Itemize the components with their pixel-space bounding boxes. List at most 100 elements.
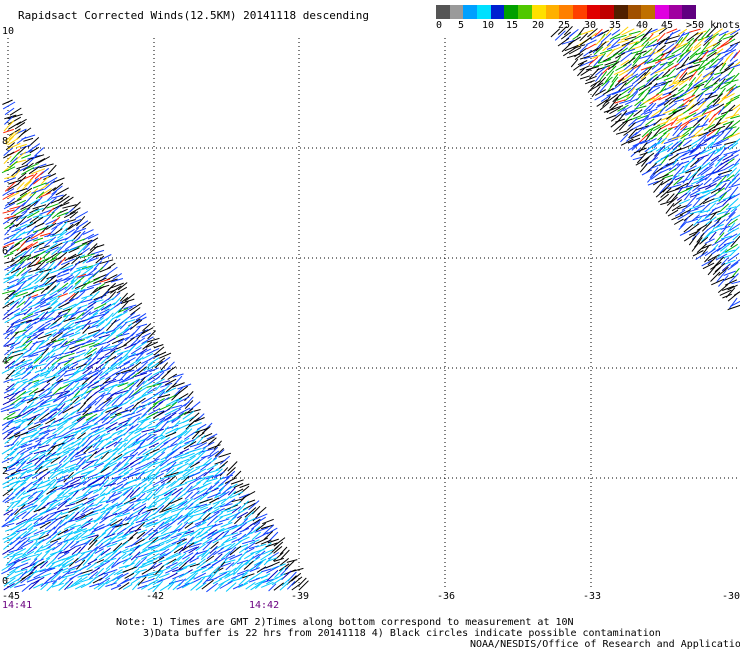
wind-vector <box>711 278 725 286</box>
wind-vector <box>92 475 105 484</box>
wind-vector <box>153 344 164 349</box>
wind-vector <box>159 507 172 513</box>
wind-vector <box>22 354 34 358</box>
wind-vector <box>704 34 714 43</box>
wind-vector <box>64 253 77 262</box>
wind-vector <box>702 198 715 205</box>
wind-vector <box>687 171 698 181</box>
wind-vector <box>46 540 59 550</box>
wind-vector <box>140 368 153 375</box>
wind-vector <box>143 482 153 489</box>
wind-vector <box>680 132 690 140</box>
wind-vector <box>34 501 45 512</box>
wind-vector <box>614 107 626 117</box>
wind-vector <box>69 502 84 510</box>
wind-vector <box>164 489 175 500</box>
wind-vector <box>207 450 220 459</box>
wind-vector <box>606 114 616 120</box>
wind-vector <box>16 468 28 473</box>
wind-vector <box>46 207 55 216</box>
wind-vector <box>15 210 28 222</box>
wind-vector <box>244 507 257 518</box>
wind-vector <box>135 312 147 321</box>
wind-vector <box>719 179 730 184</box>
wind-vector <box>158 404 171 411</box>
wind-vector <box>46 419 56 430</box>
wind-vector <box>621 40 634 47</box>
wind-vector <box>76 349 87 354</box>
wind-vector <box>194 471 207 481</box>
wind-vector <box>148 436 159 445</box>
wind-vector <box>57 495 68 499</box>
wind-vector <box>81 306 94 317</box>
wind-vector <box>627 144 638 151</box>
wind-vector <box>717 49 731 55</box>
wind-vector <box>664 84 675 91</box>
wind-vector <box>81 375 93 386</box>
wind-vector <box>51 185 63 195</box>
wind-vector <box>21 563 36 571</box>
wind-vector <box>606 90 621 97</box>
wind-vector <box>711 247 721 255</box>
wind-vector <box>688 52 698 61</box>
wind-vector <box>4 222 14 230</box>
wind-vector <box>20 204 31 210</box>
wind-vector <box>132 581 141 591</box>
wind-vector <box>116 361 131 370</box>
wind-vector <box>227 461 238 472</box>
wind-vector <box>14 348 27 354</box>
wind-vector <box>74 288 86 294</box>
wind-vector <box>116 478 128 486</box>
wind-vector <box>33 440 42 449</box>
wind-vector <box>720 76 733 86</box>
wind-vector <box>684 191 691 201</box>
wind-vector <box>730 43 739 52</box>
wind-vector <box>685 195 697 207</box>
wind-vector <box>159 538 171 545</box>
wind-vector <box>683 158 696 168</box>
wind-vector <box>27 154 41 160</box>
wind-vector <box>155 571 164 580</box>
wind-vector <box>164 378 177 386</box>
wind-vector <box>199 490 212 501</box>
wind-vector <box>103 533 116 539</box>
wind-vector <box>110 285 122 294</box>
wind-vector <box>668 79 680 87</box>
wind-vector <box>692 198 701 208</box>
wind-vector <box>57 365 70 375</box>
wind-vector <box>76 265 87 270</box>
wind-vector <box>141 582 153 590</box>
wind-vector <box>580 66 594 76</box>
wind-vector <box>33 540 43 549</box>
wind-vector <box>587 28 598 38</box>
wind-vector <box>703 37 713 47</box>
wind-vector <box>164 507 178 513</box>
wind-vector <box>157 566 171 574</box>
wind-vector <box>110 512 123 522</box>
wind-vector <box>604 70 615 83</box>
wind-vector <box>172 568 184 573</box>
wind-vector <box>100 451 110 460</box>
wind-vector <box>15 562 29 569</box>
wind-vector <box>668 96 679 105</box>
wind-vector <box>46 257 57 264</box>
wind-vector <box>719 159 730 166</box>
wind-vector <box>653 180 664 193</box>
wind-vector <box>61 457 74 468</box>
wind-vector <box>251 505 261 515</box>
wind-vector <box>212 543 225 551</box>
wind-vector <box>49 346 64 354</box>
wind-vector <box>75 339 85 343</box>
wind-vector <box>100 407 110 414</box>
wind-vector <box>193 572 207 580</box>
wind-vector <box>21 582 33 592</box>
wind-vector <box>33 516 43 525</box>
wind-vector <box>697 184 711 190</box>
wind-vector <box>8 128 21 136</box>
wind-vector <box>57 296 71 307</box>
wind-vector <box>676 192 688 201</box>
wind-vector <box>34 283 46 290</box>
wind-vector <box>724 140 738 145</box>
wind-vector <box>712 223 724 230</box>
wind-vector <box>654 145 666 157</box>
